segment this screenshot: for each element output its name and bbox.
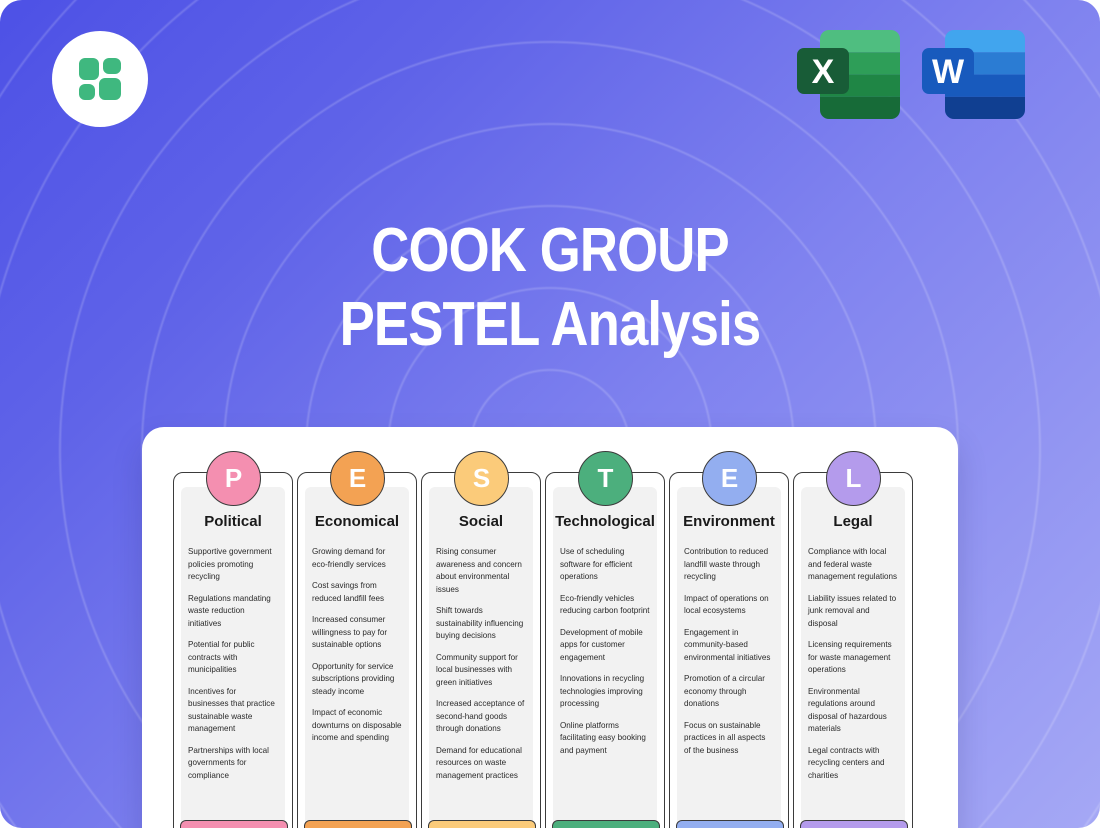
svg-text:W: W	[932, 53, 965, 91]
svg-text:X: X	[812, 53, 835, 91]
